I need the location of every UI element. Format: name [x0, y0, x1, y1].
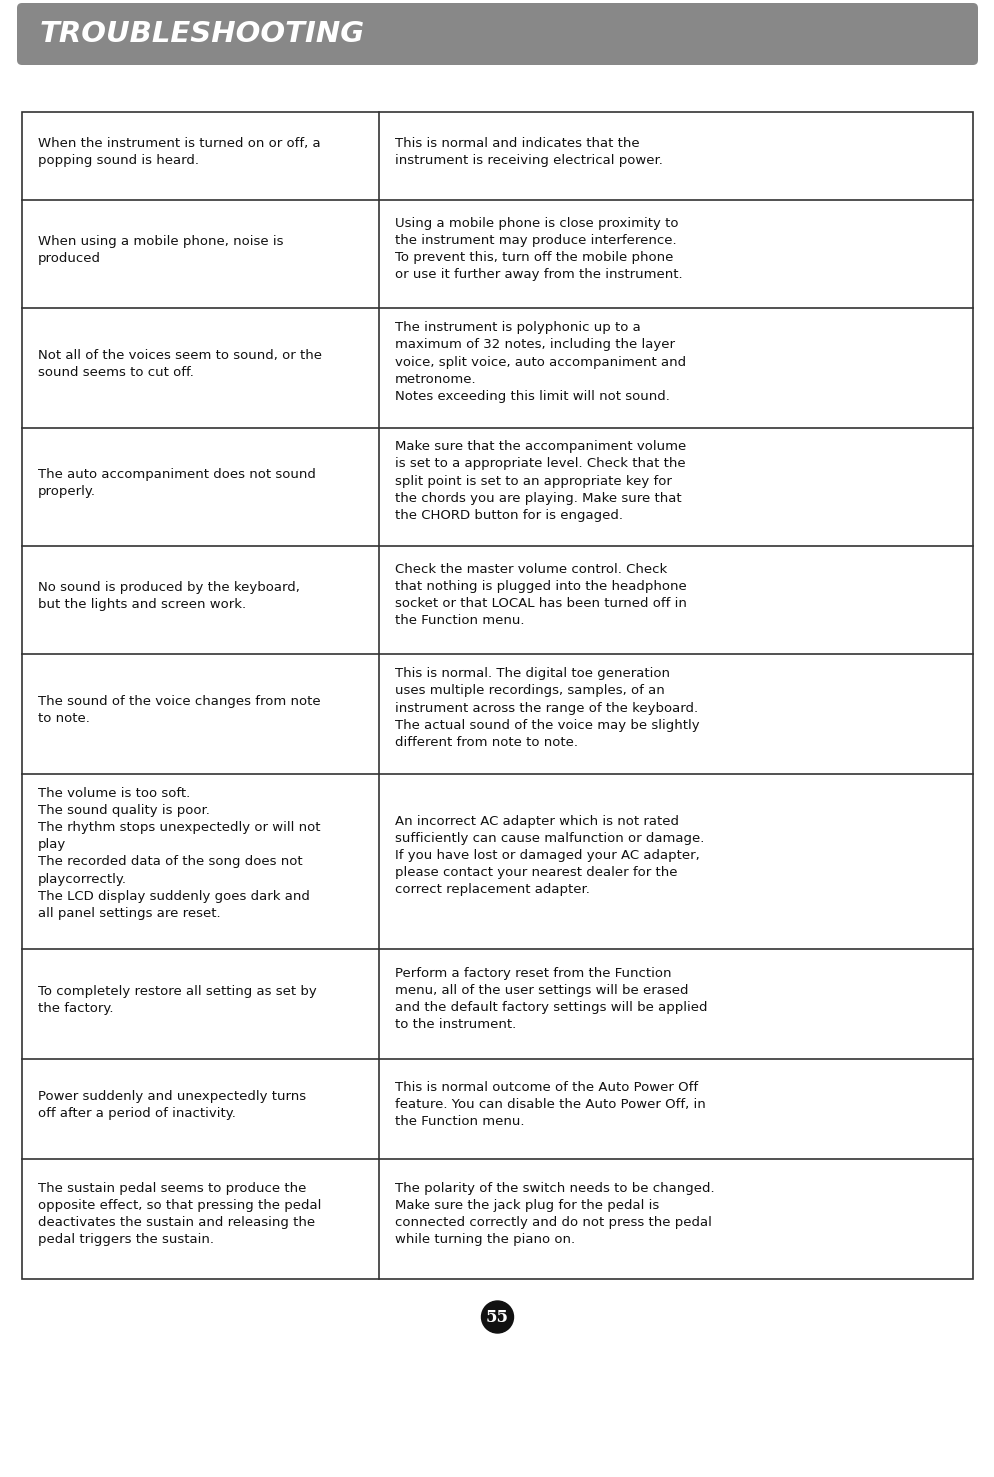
- Text: Make sure that the accompaniment volume
is set to a appropriate level. Check tha: Make sure that the accompaniment volume …: [395, 440, 685, 521]
- Text: An incorrect AC adapter which is not rated
sufficiently can cause malfunction or: An incorrect AC adapter which is not rat…: [395, 815, 704, 897]
- Text: This is normal. The digital toe generation
uses multiple recordings, samples, of: This is normal. The digital toe generati…: [395, 668, 699, 749]
- Bar: [22, 112, 972, 1279]
- Text: No sound is produced by the keyboard,
but the lights and screen work.: No sound is produced by the keyboard, bu…: [38, 582, 299, 611]
- Text: The sustain pedal seems to produce the
opposite effect, so that pressing the ped: The sustain pedal seems to produce the o…: [38, 1182, 321, 1247]
- Text: The instrument is polyphonic up to a
maximum of 32 notes, including the layer
vo: The instrument is polyphonic up to a max…: [395, 321, 685, 403]
- Text: To completely restore all setting as set by
the factory.: To completely restore all setting as set…: [38, 985, 316, 1016]
- Text: This is normal and indicates that the
instrument is receiving electrical power.: This is normal and indicates that the in…: [395, 137, 662, 167]
- Text: TROUBLESHOOTING: TROUBLESHOOTING: [40, 21, 365, 47]
- Text: The auto accompaniment does not sound
properly.: The auto accompaniment does not sound pr…: [38, 468, 315, 498]
- Text: The volume is too soft.
The sound quality is poor.
The rhythm stops unexpectedly: The volume is too soft. The sound qualit…: [38, 787, 320, 920]
- Text: When the instrument is turned on or off, a
popping sound is heard.: When the instrument is turned on or off,…: [38, 137, 320, 167]
- Text: This is normal outcome of the Auto Power Off
feature. You can disable the Auto P: This is normal outcome of the Auto Power…: [395, 1081, 705, 1128]
- Text: Check the master volume control. Check
that nothing is plugged into the headphon: Check the master volume control. Check t…: [395, 563, 686, 628]
- Text: Using a mobile phone is close proximity to
the instrument may produce interferen: Using a mobile phone is close proximity …: [395, 217, 682, 281]
- FancyBboxPatch shape: [17, 3, 977, 65]
- Text: When using a mobile phone, noise is
produced: When using a mobile phone, noise is prod…: [38, 235, 283, 266]
- Text: The sound of the voice changes from note
to note.: The sound of the voice changes from note…: [38, 696, 320, 725]
- Text: 55: 55: [485, 1309, 509, 1325]
- Text: Perform a factory reset from the Function
menu, all of the user settings will be: Perform a factory reset from the Functio…: [395, 966, 707, 1031]
- Text: Not all of the voices seem to sound, or the
sound seems to cut off.: Not all of the voices seem to sound, or …: [38, 349, 322, 380]
- Text: The polarity of the switch needs to be changed.
Make sure the jack plug for the : The polarity of the switch needs to be c…: [395, 1182, 714, 1247]
- Circle shape: [481, 1301, 513, 1334]
- Text: Power suddenly and unexpectedly turns
off after a period of inactivity.: Power suddenly and unexpectedly turns of…: [38, 1090, 306, 1121]
